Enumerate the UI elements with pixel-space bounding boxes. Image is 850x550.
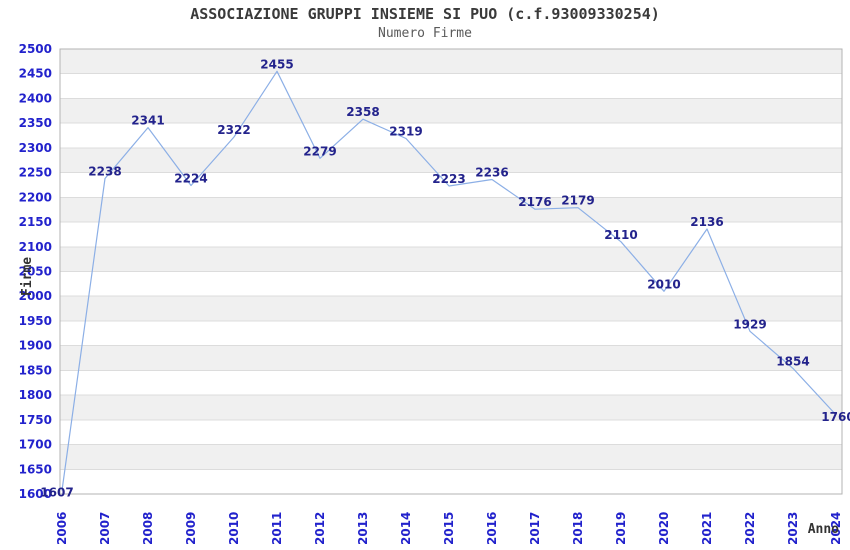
chart-subtitle: Numero Firme: [378, 26, 472, 41]
y-tick-label: 1900: [19, 339, 52, 353]
y-tick-label: 2150: [19, 215, 52, 229]
y-tick-label: 2400: [19, 91, 52, 105]
x-tick-label: 2016: [485, 512, 499, 545]
x-tick-label: 2012: [313, 512, 327, 545]
x-tick-label: 2007: [98, 512, 112, 545]
y-tick-label: 2250: [19, 166, 52, 180]
y-tick-label: 2050: [19, 265, 52, 279]
y-tick-label: 2000: [19, 289, 52, 303]
x-tick-label: 2006: [55, 512, 69, 545]
point-label: 1607: [40, 486, 73, 500]
y-tick-label: 2200: [19, 190, 52, 204]
point-label: 2176: [518, 195, 551, 209]
x-tick-label: 2023: [786, 512, 800, 545]
point-label: 1760: [821, 410, 850, 424]
point-label: 2179: [561, 194, 594, 208]
x-tick-label: 2019: [614, 512, 628, 545]
y-tick-label: 1750: [19, 413, 52, 427]
y-tick-label: 1650: [19, 462, 52, 476]
y-tick-label: 2450: [19, 67, 52, 81]
point-label: 2224: [174, 172, 207, 186]
grid-band: [60, 345, 842, 371]
y-tick-label: 2300: [19, 141, 52, 155]
y-tick-label: 1600: [19, 487, 52, 501]
chart-title: ASSOCIAZIONE GRUPPI INSIEME SI PUO (c.f.…: [190, 5, 660, 23]
grid-band: [60, 49, 842, 74]
point-label: 2238: [88, 165, 121, 179]
point-label: 2236: [475, 166, 508, 180]
x-axis-title: Anno: [808, 522, 839, 537]
grid-band: [60, 98, 842, 124]
grid-band: [60, 296, 842, 321]
x-tick-label: 2024: [829, 512, 843, 545]
plot-border: [59, 48, 843, 495]
data-line: [61, 70, 837, 491]
point-label: 2010: [647, 277, 680, 291]
grid-band: [60, 444, 842, 470]
point-label: 1854: [776, 354, 809, 368]
point-label: 2455: [260, 57, 293, 71]
grid-band: [60, 147, 842, 173]
point-label: 1929: [733, 317, 766, 331]
y-tick-label: 2500: [19, 42, 52, 56]
point-label: 2136: [690, 215, 723, 229]
grid-band: [60, 197, 842, 223]
y-tick-label: 1850: [19, 363, 52, 377]
point-label: 2110: [604, 228, 637, 242]
point-label: 2322: [217, 123, 250, 137]
y-tick-label: 1800: [19, 388, 52, 402]
y-axis-title: Firme: [20, 257, 35, 296]
y-tick-label: 1700: [19, 438, 52, 452]
point-label: 2341: [131, 114, 164, 128]
x-tick-label: 2020: [657, 512, 671, 545]
y-tick-label: 1950: [19, 314, 52, 328]
point-label: 2279: [303, 144, 336, 158]
x-tick-label: 2010: [227, 512, 241, 545]
x-tick-label: 2017: [528, 512, 542, 545]
point-label: 2319: [389, 125, 422, 139]
x-tick-label: 2015: [442, 512, 456, 545]
x-tick-label: 2022: [743, 512, 757, 545]
x-tick-label: 2013: [356, 512, 370, 545]
grid-band: [60, 246, 842, 272]
x-tick-label: 2009: [184, 512, 198, 545]
x-tick-label: 2014: [399, 512, 413, 545]
x-tick-label: 2021: [700, 512, 714, 545]
y-tick-label: 2350: [19, 116, 52, 130]
x-tick-label: 2018: [571, 512, 585, 545]
grid-band: [60, 395, 842, 420]
point-label: 2358: [346, 105, 379, 119]
point-label: 2223: [432, 172, 465, 186]
x-tick-label: 2008: [141, 512, 155, 545]
y-tick-label: 2100: [19, 240, 52, 254]
x-tick-label: 2011: [270, 512, 284, 545]
